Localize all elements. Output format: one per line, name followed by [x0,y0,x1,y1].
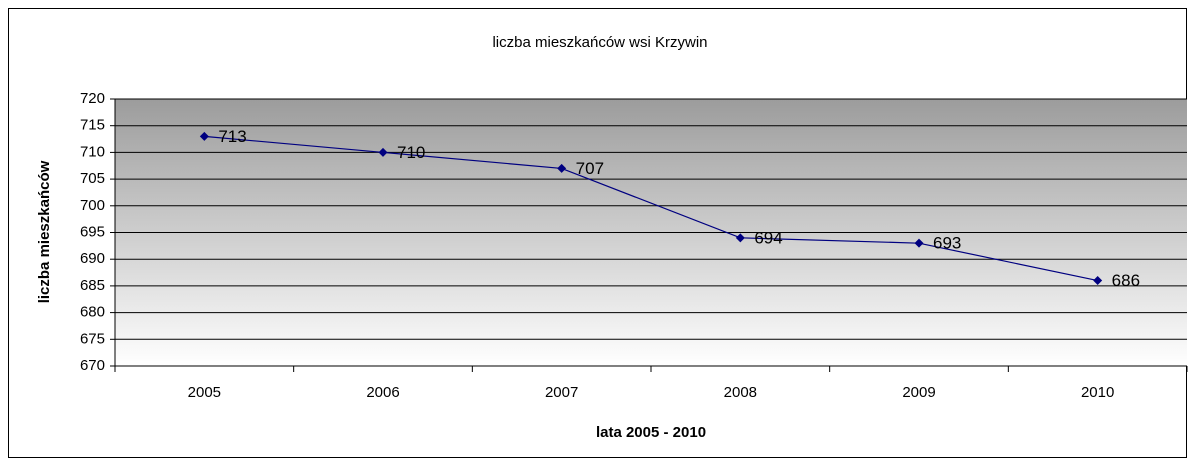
data-label: 710 [397,143,425,162]
y-tick-label: 715 [80,117,105,134]
x-tick-label: 2005 [188,384,221,401]
y-tick-label: 685 [80,277,105,294]
y-tick-label: 675 [80,330,105,347]
data-label: 713 [218,127,246,146]
x-tick-label: 2006 [366,384,399,401]
y-tick-label: 705 [80,170,105,187]
x-tick-label: 2010 [1081,384,1114,401]
marker [735,233,745,243]
data-label: 686 [1112,271,1140,290]
y-tick-label: 695 [80,223,105,240]
data-label: 693 [933,234,961,253]
data-label: 694 [754,228,782,247]
marker [378,147,388,157]
line [204,135,1098,282]
marker [1093,276,1103,286]
marker [199,131,209,141]
y-tick-label: 670 [80,357,105,374]
x-axis-label: lata 2005 - 2010 [596,424,706,441]
y-tick-label: 690 [80,250,105,267]
y-axis-label: liczba mieszkańców [36,160,53,303]
y-tick-label: 710 [80,143,105,160]
marker [557,163,567,173]
x-tick-label: 2008 [724,384,757,401]
y-tick-label: 720 [80,90,105,107]
y-tick-label: 680 [80,304,105,321]
x-tick-label: 2009 [902,384,935,401]
x-tick-label: 2007 [545,384,578,401]
marker [914,238,924,248]
data-label: 707 [576,159,604,178]
y-tick-label: 700 [80,197,105,214]
chart-title: liczba mieszkańców wsi Krzywin [492,34,707,51]
